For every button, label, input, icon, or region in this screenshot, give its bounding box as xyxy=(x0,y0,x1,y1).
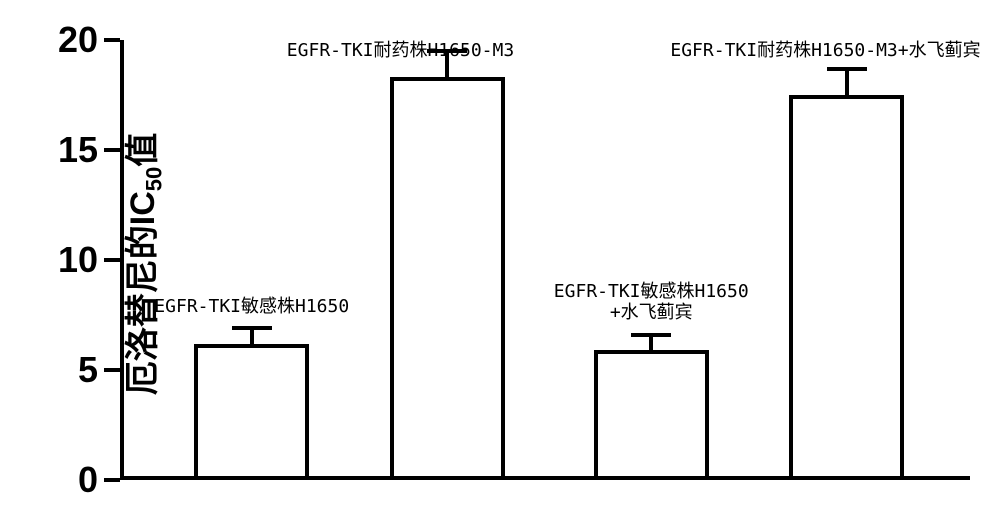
error-bar-cap xyxy=(631,333,671,337)
error-bar-stem xyxy=(845,69,849,95)
y-tick xyxy=(104,38,120,42)
y-axis-line xyxy=(120,40,124,480)
y-tick-label: 15 xyxy=(58,129,98,171)
bar-label: EGFR-TKI敏感株H1650 xyxy=(154,296,349,318)
error-bar-stem xyxy=(649,335,653,350)
y-tick xyxy=(104,368,120,372)
error-bar-cap xyxy=(232,326,272,330)
error-bar-cap xyxy=(827,67,867,71)
y-tick xyxy=(104,478,120,482)
bar-label: EGFR-TKI敏感株H1650+水飞蓟宾 xyxy=(554,281,749,324)
y-tick-label: 20 xyxy=(58,19,98,61)
bar-label: EGFR-TKI耐药株H1650-M3 xyxy=(287,40,514,62)
y-tick-label: 5 xyxy=(78,349,98,391)
bar xyxy=(194,344,309,476)
bar-chart: 厄洛替尼的IC50值 05101520EGFR-TKI敏感株H1650EGFR-… xyxy=(0,0,1000,528)
bar-label: EGFR-TKI耐药株H1650-M3+水飞蓟宾 xyxy=(670,40,980,62)
bar xyxy=(594,350,709,476)
y-tick xyxy=(104,148,120,152)
error-bar-stem xyxy=(250,328,254,343)
x-axis-line xyxy=(120,476,970,480)
y-tick-label: 10 xyxy=(58,239,98,281)
y-tick xyxy=(104,258,120,262)
plot-area: 05101520EGFR-TKI敏感株H1650EGFR-TKI耐药株H1650… xyxy=(120,40,970,480)
bar xyxy=(789,95,904,476)
bar xyxy=(390,77,505,476)
y-tick-label: 0 xyxy=(78,459,98,501)
